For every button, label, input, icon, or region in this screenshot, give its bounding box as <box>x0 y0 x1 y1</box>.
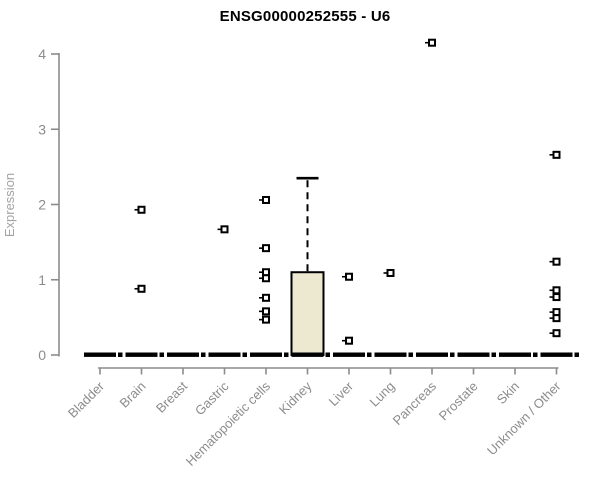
y-tick-label: 0 <box>38 347 46 363</box>
zero-point-marker <box>284 352 289 357</box>
zero-point-marker <box>574 352 579 357</box>
outlier-marker <box>262 293 270 302</box>
x-tick-label: Pancreas <box>390 378 440 428</box>
outlier-marker <box>552 293 561 302</box>
x-tick-label: Lung <box>367 379 398 410</box>
zero-point-marker <box>325 352 330 357</box>
outlier-marker <box>262 307 270 316</box>
outlier-marker <box>345 336 353 345</box>
median-zero-bar <box>416 352 448 357</box>
y-tick-label: 3 <box>38 121 46 137</box>
zero-point-marker <box>533 352 538 357</box>
outlier-marker <box>386 268 395 277</box>
outlier-marker <box>552 286 561 295</box>
outlier-marker <box>428 38 436 47</box>
outlier-marker <box>262 195 270 204</box>
median-zero-bar <box>499 352 531 357</box>
median-zero-bar <box>208 352 241 357</box>
zero-point-marker <box>491 352 496 357</box>
x-tick-label: Bladder <box>65 378 108 421</box>
outlier-marker <box>220 225 229 234</box>
x-tick-label: Liver <box>326 378 357 409</box>
y-tick-label: 1 <box>38 272 46 288</box>
box <box>290 271 325 357</box>
zero-point-marker <box>242 352 247 357</box>
chart-title: ENSG00000252555 - U6 <box>219 8 391 25</box>
zero-point-marker <box>450 352 455 357</box>
outlier-marker <box>345 272 353 281</box>
y-tick-label: 2 <box>38 197 46 213</box>
median-zero-bar <box>333 352 365 357</box>
median-zero-bar <box>540 352 573 357</box>
outlier-marker <box>552 314 561 323</box>
x-tick-label: Breast <box>153 378 190 415</box>
x-tick-label: Brain <box>117 379 149 411</box>
median-zero-bar <box>457 352 490 357</box>
zero-point-marker <box>408 352 413 357</box>
median-zero-bar <box>125 352 158 357</box>
outlier-marker <box>262 274 270 283</box>
outlier-marker <box>262 315 270 324</box>
zero-point-marker <box>159 352 164 357</box>
x-tick-label: Prostate <box>436 379 481 424</box>
median-zero-bar <box>250 352 282 357</box>
outlier-marker <box>552 150 561 159</box>
x-tick-label: Skin <box>494 379 522 407</box>
outlier-marker <box>137 284 146 293</box>
outlier-marker <box>552 329 561 338</box>
zero-point-marker <box>367 352 372 357</box>
x-tick-label: Kidney <box>276 378 315 417</box>
y-tick-label: 4 <box>38 46 46 62</box>
x-tick-label: Gastric <box>192 378 232 418</box>
zero-point-marker <box>118 352 123 357</box>
outlier-marker <box>137 205 146 214</box>
median-zero-bar <box>84 352 116 357</box>
outlier-marker <box>552 257 561 266</box>
x-tick-label: Unknown / Other <box>484 378 564 458</box>
median-zero-bar <box>167 352 199 357</box>
zero-point-marker <box>201 352 206 357</box>
median-zero-bar <box>374 352 407 357</box>
outlier-marker <box>262 244 270 253</box>
median-zero-bar <box>291 352 324 357</box>
